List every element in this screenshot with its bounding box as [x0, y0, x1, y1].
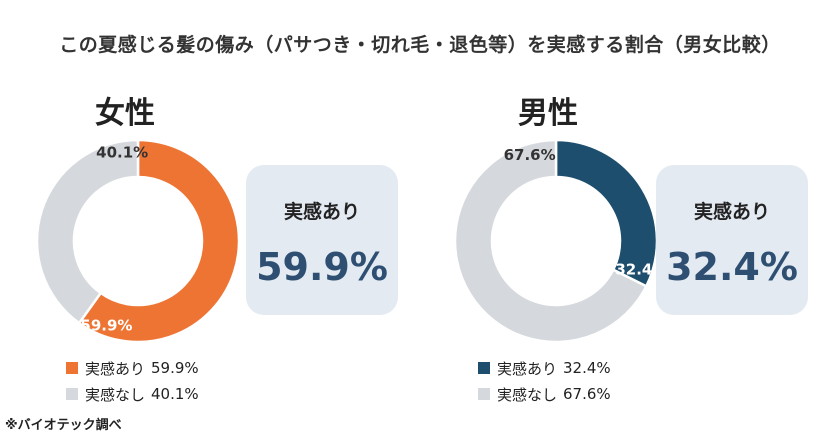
- legend-value: 40.1%: [151, 385, 199, 403]
- legend-swatch-female-no: [66, 388, 78, 400]
- donut-value-label: 32.4%: [615, 261, 667, 279]
- female-legend: 実感あり 59.9% 実感なし 40.1%: [66, 355, 199, 407]
- male-legend: 実感あり 32.4% 実感なし 67.6%: [478, 355, 611, 407]
- male-title: 男性: [518, 96, 578, 131]
- legend-swatch-male-yes: [478, 362, 490, 374]
- legend-swatch-female-yes: [66, 362, 78, 374]
- male-callout-value: 32.4%: [666, 245, 798, 289]
- legend-item-female-no: 実感なし 40.1%: [66, 381, 199, 407]
- legend-swatch-male-no: [478, 388, 490, 400]
- female-callout-card: 実感あり 59.9%: [246, 165, 398, 315]
- female-panel: 女性 59.9% 40.1% 実感あり 59.9% 実感あり 59.9% 実感なし…: [35, 96, 398, 407]
- legend-label: 実感あり: [497, 359, 558, 378]
- donut-slice-yes: [554, 138, 659, 288]
- donut-value-label: 67.6%: [504, 146, 556, 164]
- male-callout-card: 実感あり 32.4%: [656, 165, 808, 315]
- donut-slice-no: [35, 138, 140, 325]
- legend-item-male-yes: 実感あり 32.4%: [478, 355, 611, 381]
- legend-value: 67.6%: [563, 385, 611, 403]
- male-donut-chart: 32.4% 67.6%: [453, 138, 667, 344]
- donut-slice-yes: [77, 138, 241, 344]
- legend-item-female-yes: 実感あり 59.9%: [66, 355, 199, 381]
- male-panel: 男性 32.4% 67.6% 実感あり 32.4% 実感あり 32.4% 実感なし…: [420, 0, 840, 439]
- female-title: 女性: [95, 96, 155, 131]
- legend-value: 32.4%: [563, 359, 611, 377]
- female-callout-label: 実感あり: [283, 201, 360, 223]
- female-donut-chart: 59.9% 40.1%: [35, 138, 241, 344]
- legend-label: 実感なし: [497, 385, 558, 404]
- donut-value-label: 40.1%: [96, 143, 148, 161]
- legend-item-male-no: 実感なし 67.6%: [478, 381, 611, 407]
- male-callout-label: 実感あり: [693, 201, 770, 223]
- chart-title: この夏感じる髪の傷み（パサつき・切れ毛・退色等）を実感する割合（男女比較）: [59, 34, 781, 56]
- source-note: ※バイオテック調べ: [5, 418, 122, 433]
- donut-slice-no: [453, 138, 648, 344]
- legend-value: 59.9%: [151, 359, 199, 377]
- legend-label: 実感なし: [85, 385, 146, 404]
- legend-label: 実感あり: [85, 359, 146, 378]
- donut-value-label: 59.9%: [80, 316, 132, 334]
- female-callout-value: 59.9%: [256, 245, 388, 289]
